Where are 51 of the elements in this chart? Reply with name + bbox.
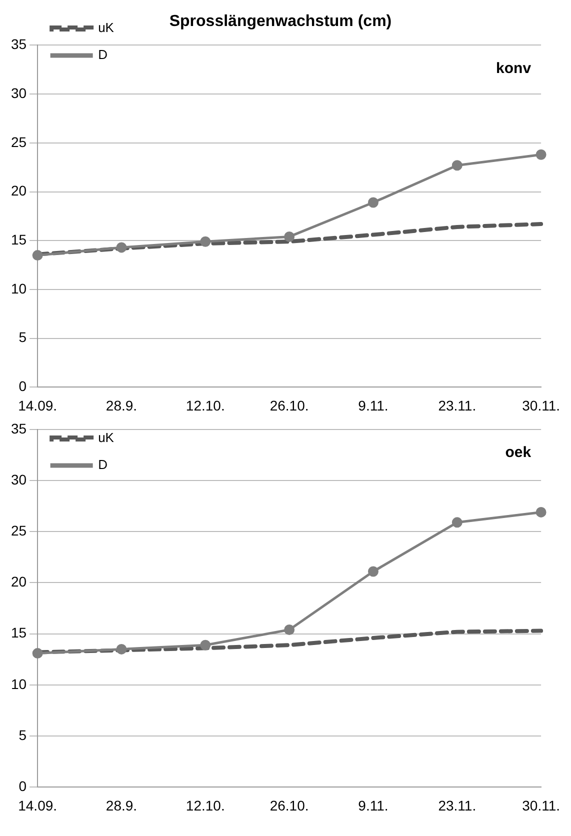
point (32, 250, 43, 261)
legend-label: uK (98, 20, 114, 36)
x-tick-label: 26.10. (270, 797, 309, 814)
chart-title: Sprosslängenwachstum (cm) (169, 13, 392, 30)
point (116, 242, 127, 253)
point (284, 624, 295, 636)
y-tick-label: 25 (10, 134, 27, 150)
x-tick-label: 23.11. (438, 797, 476, 814)
y-tick-label: 5 (18, 726, 27, 743)
y-tick-label: 10 (10, 280, 27, 296)
y-tick-label: 15 (10, 231, 27, 248)
point (200, 640, 211, 650)
point (536, 149, 546, 160)
x-tick-label: 9.11. (358, 797, 388, 814)
x-tick-label: 9.11. (358, 397, 388, 414)
y-tick-label: 5 (18, 329, 27, 346)
y-tick-label: 30 (10, 84, 27, 101)
legend-label: D (98, 47, 108, 62)
point (536, 506, 546, 518)
y-tick-label: 35 (10, 36, 27, 52)
point (116, 644, 127, 654)
x-tick-label: 26.10. (270, 397, 309, 414)
legend-label: D (98, 457, 108, 472)
y-tick-label: 30 (10, 471, 27, 488)
y-tick-label: 25 (10, 522, 27, 538)
x-tick-label: 12.10. (186, 797, 225, 814)
y-tick-label: 15 (10, 624, 27, 641)
x-tick-label: 14.09. (18, 397, 58, 414)
point (452, 517, 462, 528)
legend-label: uK (98, 430, 114, 446)
point (368, 197, 378, 208)
x-tick-label: 12.10. (186, 397, 225, 414)
x-tick-label: 14.09. (18, 797, 58, 814)
point (32, 648, 43, 659)
x-tick-label: 28.9. (106, 397, 138, 414)
x-tick-label: 28.9. (106, 797, 138, 814)
y-tick-label: 20 (10, 574, 27, 590)
annotation: oek (505, 444, 532, 462)
point (200, 236, 211, 247)
y-tick-label: 0 (18, 778, 27, 794)
x-tick-label: 23.11. (438, 397, 476, 414)
y-tick-label: 35 (10, 420, 27, 436)
point (368, 566, 378, 577)
x-tick-label: 30.11. (522, 397, 560, 414)
y-tick-label: 20 (10, 182, 27, 199)
point (284, 231, 295, 242)
annotation: konv (496, 60, 532, 77)
point (452, 160, 462, 171)
y-tick-label: 10 (10, 676, 27, 692)
x-tick-label: 30.11. (522, 797, 560, 814)
y-tick-label: 0 (18, 378, 27, 394)
